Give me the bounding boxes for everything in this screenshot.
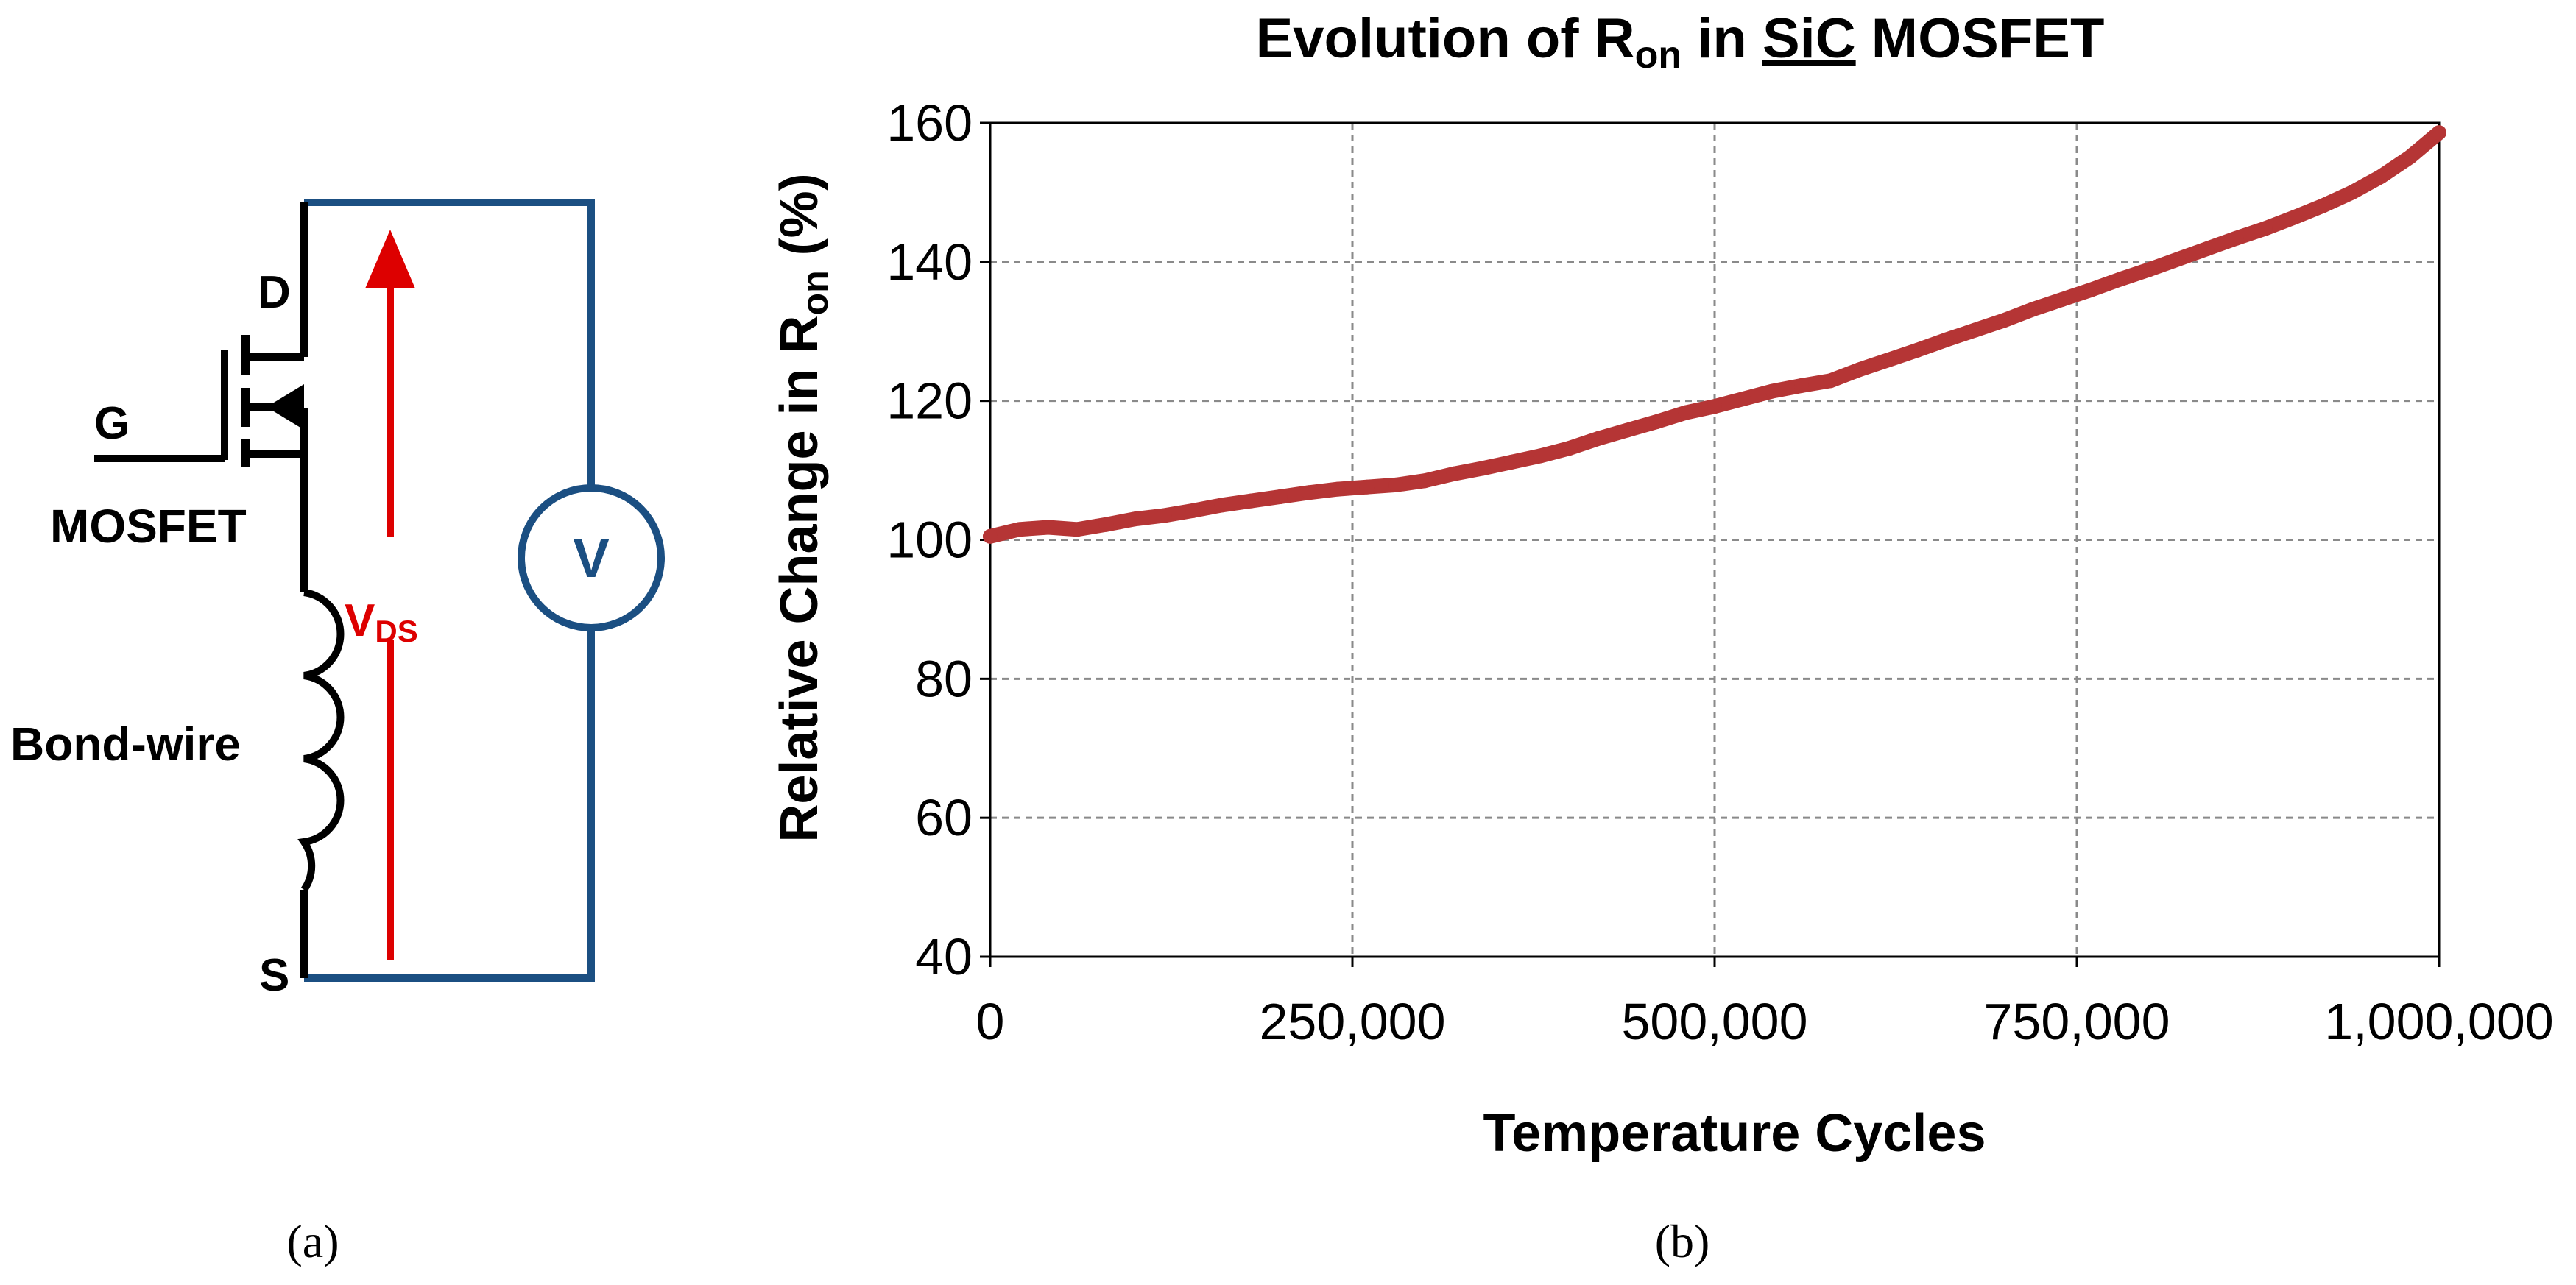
voltmeter-label: V [573, 528, 609, 589]
data-point [1272, 489, 1288, 504]
data-point [2344, 185, 2360, 200]
x-tick-label: 0 [976, 993, 1005, 1050]
panel-b-label: (b) [1655, 1215, 1710, 1267]
data-point [1938, 332, 1954, 347]
data-point [1243, 493, 1259, 509]
data-point [2055, 291, 2070, 307]
data-point [2315, 198, 2331, 213]
bond-wire-label: Bond-wire [10, 718, 241, 771]
x-tick-label: 500,000 [1621, 993, 1807, 1050]
y-tick-label: 80 [915, 650, 973, 707]
chart-panel: Evolution of Ron in SiC MOSFET 40 60 80 100… [770, 7, 2554, 1267]
x-tick-label: 1,000,000 [2324, 993, 2553, 1050]
data-point [2083, 282, 2099, 297]
y-tick-label: 60 [915, 789, 973, 846]
chart-title: Evolution of Ron in SiC MOSFET [1256, 7, 2105, 77]
data-point [2229, 230, 2244, 246]
data-point [1620, 422, 1635, 438]
data-point [1823, 373, 1838, 389]
gate-label: G [94, 398, 130, 449]
data-point [1388, 477, 1404, 492]
data-point [1910, 342, 1925, 358]
data-point [1475, 461, 1491, 476]
data-point [1707, 399, 1722, 414]
data-point [1997, 313, 2012, 328]
x-tick-label: 750,000 [1983, 993, 2170, 1050]
data-point [1881, 352, 1896, 367]
data-point [2374, 169, 2389, 184]
data-point [1330, 481, 1346, 497]
data-point [1417, 473, 1433, 489]
bond-wire-inductor [297, 589, 345, 892]
data-point [1504, 454, 1520, 470]
data-point [2287, 210, 2302, 225]
source-label: S [259, 950, 289, 1001]
y-tick-label: 120 [886, 372, 973, 430]
data-point [1649, 414, 1665, 429]
panel-a-label: (a) [286, 1215, 339, 1267]
body-arrow-icon [267, 384, 304, 430]
data-point [2113, 272, 2128, 287]
y-tick-label: 160 [886, 94, 973, 152]
data-point [1591, 431, 1606, 446]
data-point [983, 528, 998, 544]
data-point [1012, 522, 1027, 537]
data-point [2257, 221, 2273, 236]
data-point [1098, 517, 1114, 532]
data-point [1678, 405, 1693, 420]
y-tick-label: 40 [915, 928, 973, 985]
circuit-diagram: V VDS D G MOSFET Bond-wire S (a) [10, 199, 665, 1267]
data-point [1185, 503, 1201, 518]
vds-arrow-head-icon [365, 230, 415, 288]
data-point [1157, 508, 1172, 523]
series-line [983, 125, 2446, 544]
x-axis-label: Temperature Cycles [1483, 1104, 1986, 1163]
data-point [1765, 383, 1780, 399]
data-point [2025, 302, 2041, 317]
voltmeter-symbol [518, 484, 665, 631]
y-tick-label: 140 [886, 233, 973, 291]
data-point [1736, 391, 1751, 406]
device-label: MOSFET [50, 500, 247, 553]
data-point [2170, 252, 2186, 267]
vds-label: VDS [345, 595, 418, 648]
y-axis-ticks: 40 60 80 100 120 140 160 [886, 94, 990, 985]
data-point [1070, 522, 1085, 537]
x-tick-label: 250,000 [1259, 993, 1445, 1050]
data-point [2142, 262, 2157, 277]
y-tick-label: 100 [886, 511, 973, 569]
drain-label: D [258, 267, 291, 318]
data-point [1214, 498, 1229, 513]
data-point [1359, 479, 1375, 495]
data-point [1301, 485, 1316, 500]
data-point [2432, 125, 2446, 141]
data-point [1852, 362, 1867, 378]
data-point [1446, 466, 1461, 481]
data-point [2200, 241, 2215, 256]
data-point [1533, 448, 1548, 464]
data-point [1562, 440, 1578, 456]
data-point [1968, 322, 1983, 338]
x-axis-ticks: 0 250,000 500,000 750,000 1,000,000 [976, 957, 2554, 1050]
data-series [983, 125, 2446, 544]
data-point [1794, 378, 1810, 393]
data-point [1040, 520, 1056, 535]
data-point [1127, 511, 1143, 527]
data-point [2402, 149, 2418, 165]
y-axis-label: Relative Change in Ron (%) [770, 173, 836, 842]
